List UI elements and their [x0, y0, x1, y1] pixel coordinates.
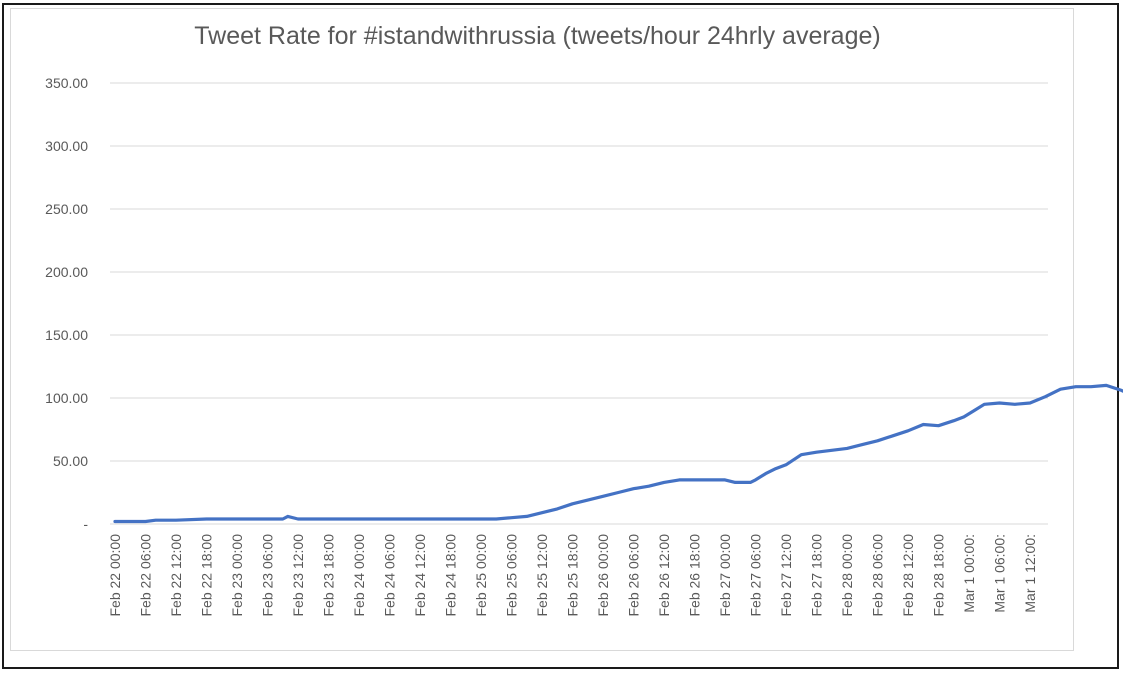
x-axis-ticks: Feb 22 00:00 Feb 22 06:00 Feb 22 12:00 Feb …	[107, 534, 1038, 617]
y-tick-label: 250.00	[45, 201, 88, 217]
x-tick-label: Feb 23 12:00	[290, 534, 306, 617]
chart-title: Tweet Rate for #istandwithrussia (tweets…	[194, 22, 881, 50]
x-tick-label: Feb 22 18:00	[199, 534, 215, 617]
y-tick-label: 150.00	[45, 327, 88, 343]
x-tick-label: Feb 27 12:00	[778, 534, 794, 617]
x-tick-label: Feb 26 00:00	[595, 534, 611, 617]
x-tick-label: Feb 25 18:00	[565, 534, 581, 617]
x-tick-label: Feb 26 06:00	[626, 534, 642, 617]
x-tick-label: Mar 1 12:00:	[1022, 534, 1038, 613]
x-tick-label: Feb 27 06:00	[748, 534, 764, 617]
x-tick-label: Feb 22 06:00	[138, 534, 154, 617]
x-tick-label: Feb 23 00:00	[229, 534, 245, 617]
x-tick-label: Feb 27 18:00	[809, 534, 825, 617]
chart-area-border	[10, 8, 1074, 651]
y-tick-label: 300.00	[45, 138, 88, 154]
x-tick-label: Mar 1 06:00:	[992, 534, 1008, 613]
x-tick-label: Feb 26 12:00	[656, 534, 672, 617]
x-tick-label: Feb 24 18:00	[443, 534, 459, 617]
chart-frame	[2, 3, 1119, 669]
x-tick-label: Feb 24 06:00	[382, 534, 398, 617]
y-axis-ticks: - 50.00 100.00 150.00 200.00 250.00 300.00 350.…	[45, 75, 88, 532]
x-tick-label: Feb 22 00:00	[107, 534, 123, 617]
x-tick-label: Feb 22 12:00	[168, 534, 184, 617]
x-tick-label: Feb 27 00:00	[717, 534, 733, 617]
x-tick-label: Feb 25 06:00	[504, 534, 520, 617]
y-tick-label: 350.00	[45, 75, 88, 91]
x-tick-label: Feb 25 00:00	[473, 534, 489, 617]
x-tick-label: Feb 28 00:00	[839, 534, 855, 617]
x-tick-label: Feb 28 12:00	[900, 534, 916, 617]
y-tick-label: 200.00	[45, 264, 88, 280]
x-tick-label: Feb 23 06:00	[260, 534, 276, 617]
y-tick-label: -	[83, 516, 88, 532]
x-tick-label: Feb 24 12:00	[412, 534, 428, 617]
x-tick-label: Feb 25 12:00	[534, 534, 550, 617]
x-tick-label: Feb 28 18:00	[931, 534, 947, 617]
gridlines	[110, 82, 1048, 525]
y-tick-label: 50.00	[53, 453, 88, 469]
x-tick-label: Mar 1 00:00:	[961, 534, 977, 613]
y-tick-label: 100.00	[45, 390, 88, 406]
x-tick-label: Feb 24 00:00	[351, 534, 367, 617]
x-tick-label: Feb 28 06:00	[870, 534, 886, 617]
series-line	[113, 383, 1123, 524]
x-tick-label: Feb 23 18:00	[321, 534, 337, 617]
x-tick-label: Feb 26 18:00	[687, 534, 703, 617]
series-group	[113, 383, 1123, 524]
